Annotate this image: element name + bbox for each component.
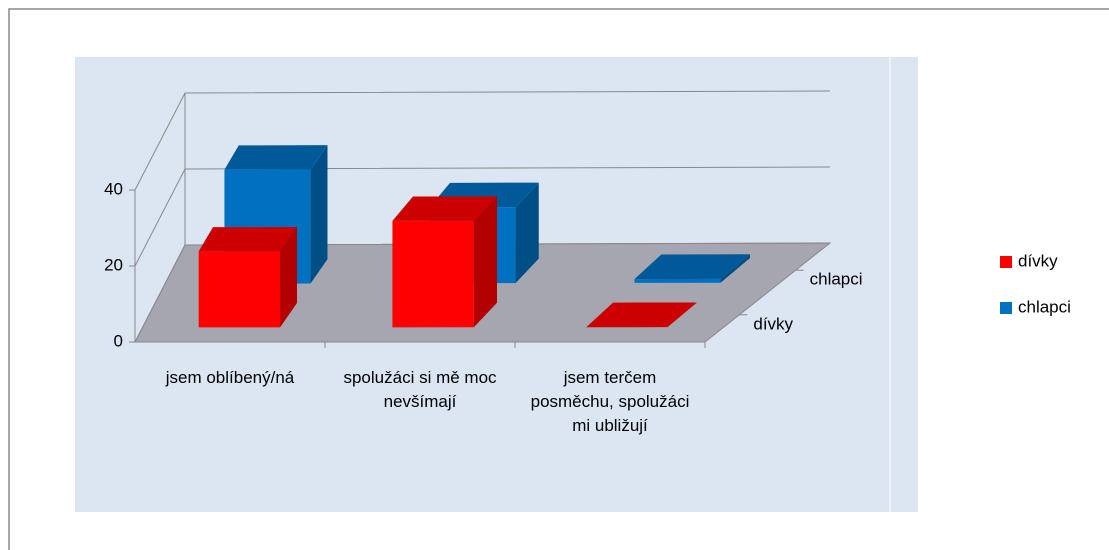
y-tick-label: 40 — [104, 179, 123, 198]
bar-side — [720, 254, 750, 283]
bar — [634, 254, 750, 283]
bar-top — [198, 227, 297, 252]
legend-swatch — [1000, 256, 1012, 268]
bar-top — [634, 254, 750, 280]
bar-front — [392, 220, 474, 328]
y-tick-label: 20 — [104, 255, 123, 274]
bar-side — [473, 196, 497, 328]
bar-top — [224, 145, 328, 170]
bar-side — [280, 227, 297, 328]
bar-front — [634, 278, 721, 283]
legend-swatch — [1000, 302, 1012, 314]
bar — [586, 302, 697, 328]
bar — [198, 227, 297, 328]
bar — [392, 196, 497, 328]
legend-label: dívky — [1018, 251, 1058, 270]
bar-top — [392, 196, 497, 221]
depth-label: dívky — [753, 314, 793, 333]
y-tick-label: 0 — [114, 331, 123, 350]
x-tick-label: jsem oblíbený/ná — [165, 368, 295, 387]
bar-side — [515, 182, 539, 284]
depth-label: chlapci — [810, 270, 863, 289]
bar-top — [586, 302, 697, 328]
bar-side — [310, 145, 328, 284]
x-tick-label: spolužáci si mě moc nevšímají — [343, 368, 497, 411]
legend-label: chlapci — [1018, 297, 1071, 316]
bar-front — [198, 251, 281, 328]
x-tick-label: jsem terčem posměchu, spolužáci mi ubliž… — [530, 368, 690, 435]
